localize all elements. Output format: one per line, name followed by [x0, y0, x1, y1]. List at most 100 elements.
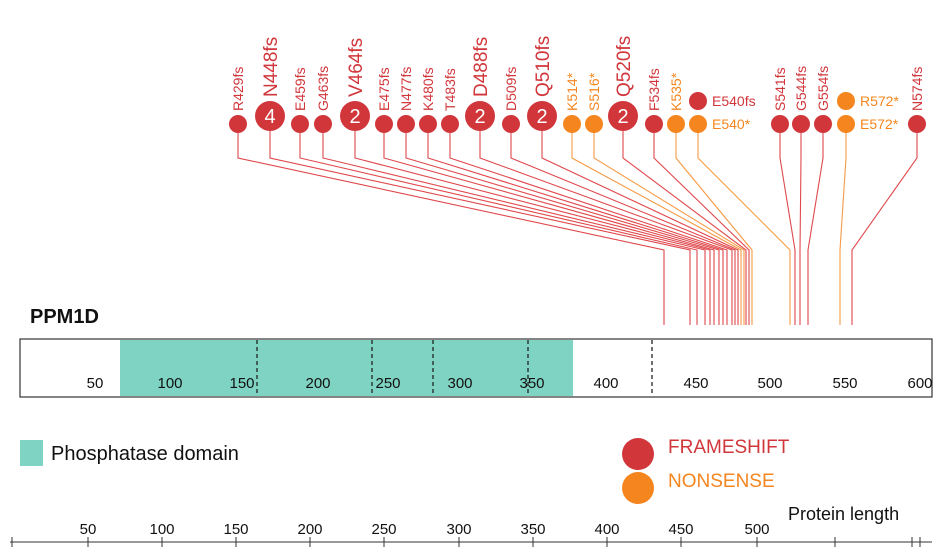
protein-bar-tick-label: 50 [87, 375, 104, 392]
mutation-count: 2 [617, 106, 628, 128]
mutation-connector [322, 133, 706, 325]
mutation-label: Q520fs [614, 36, 635, 97]
mutation-type-legend: FRAMESHIFT NONSENSE [622, 437, 790, 504]
mutation-marker[interactable] [441, 115, 459, 133]
mutation-marker[interactable] [255, 101, 285, 131]
mutation-connector [571, 133, 742, 325]
mutation-marker[interactable] [792, 115, 810, 133]
mutation-marker[interactable] [397, 115, 415, 133]
mutation-marker[interactable] [585, 115, 603, 133]
mutation-label: E540* [712, 116, 751, 132]
mutation-label: D488fs [471, 37, 492, 97]
mutation-label: T483fs [442, 68, 458, 111]
mutation-label: K535* [668, 72, 684, 111]
protein-bar-tick-label: 600 [907, 375, 932, 392]
mutation-connector [405, 133, 720, 325]
mutation-count: 2 [474, 106, 485, 128]
bottom-axis-tick-label: 500 [744, 521, 769, 538]
bottom-axis-tick-label: 100 [149, 521, 174, 538]
bottom-axis-tick-label: 50 [80, 521, 97, 538]
mutation-label: K480fs [420, 67, 436, 111]
mutation-label: V464fs [346, 38, 367, 97]
mutation-label: G544fs [793, 66, 809, 111]
domain-boundaries [256, 340, 653, 396]
protein-bar-tick-label: 500 [757, 375, 782, 392]
mutation-marker[interactable] [314, 115, 332, 133]
domain-legend-label: Phosphatase domain [51, 443, 239, 465]
mutation-marker[interactable] [837, 115, 855, 133]
bottom-axis-tick-label: 200 [297, 521, 322, 538]
mutation-connector [593, 133, 745, 325]
mutation-connector [675, 133, 753, 325]
mutation-label: F534fs [646, 68, 662, 111]
protein-bar-tick-label: 450 [683, 375, 708, 392]
mutation-marker[interactable] [908, 115, 926, 133]
protein-bar-tick-label: 200 [305, 375, 330, 392]
mutation-connector [479, 131, 733, 325]
mutation-marker[interactable] [689, 92, 707, 110]
phosphatase-domain [120, 340, 573, 396]
protein-bar-tick-label: 100 [157, 375, 182, 392]
mutation-label: R429fs [230, 67, 246, 111]
frameshift-legend-dot [622, 438, 654, 470]
protein-bar-tick-label: 150 [229, 375, 254, 392]
mutation-label: G463fs [315, 66, 331, 111]
mutation-marker[interactable] [229, 115, 247, 133]
bottom-axis-tick-label: 350 [520, 521, 545, 538]
mutation-marker[interactable] [502, 115, 520, 133]
mutation-marker[interactable] [419, 115, 437, 133]
mutation-label: G554fs [815, 66, 831, 111]
mutation-label: E475fs [376, 67, 392, 111]
mutation-label: Q510fs [533, 36, 554, 97]
mutation-marker[interactable] [645, 115, 663, 133]
protein-bar-tick-label: 300 [447, 375, 472, 392]
mutation-connector [427, 133, 724, 325]
mutation-marker[interactable] [689, 115, 707, 133]
mutation-marker[interactable] [563, 115, 581, 133]
mutation-connector [839, 133, 847, 325]
mutation-marker[interactable] [667, 115, 685, 133]
mutation-connector [779, 133, 796, 325]
mutation-label: S541fs [772, 67, 788, 111]
mutation-count: 2 [536, 106, 547, 128]
mutation-marker[interactable] [465, 101, 495, 131]
bottom-axis-tick-label: 250 [371, 521, 396, 538]
frameshift-legend-label: FRAMESHIFT [668, 437, 790, 458]
mutation-marker[interactable] [771, 115, 789, 133]
mutation-marker[interactable] [375, 115, 393, 133]
bottom-axis-tick-label: 300 [446, 521, 471, 538]
mutation-connector [697, 133, 791, 325]
mutation-marker[interactable] [837, 92, 855, 110]
mutation-count: 4 [264, 106, 275, 128]
mutation-label: D509fs [503, 67, 519, 111]
nonsense-legend-label: NONSENSE [668, 471, 775, 492]
protein-bar-tick-label: 550 [832, 375, 857, 392]
mutation-count: 2 [349, 106, 360, 128]
mutation-connector [354, 131, 711, 325]
mutation-marker[interactable] [340, 101, 370, 131]
protein-bar-tick-label: 250 [375, 375, 400, 392]
mutation-label: E540fs [712, 93, 756, 109]
mutation-marker[interactable] [814, 115, 832, 133]
domain-legend: Phosphatase domain [20, 440, 239, 466]
mutation-label: N448fs [261, 37, 282, 97]
mutation-connector [299, 133, 698, 325]
mutation-connector [510, 133, 736, 325]
phosphatase-domain-fill [120, 340, 573, 396]
protein-bar-tick-labels: 50 100 150 200 250 300 350 400 450 500 550 600 [87, 375, 933, 392]
mutation-connector [851, 133, 918, 325]
mutation-label: K514* [564, 72, 580, 111]
mutation-marker[interactable] [291, 115, 309, 133]
mutation-connector [807, 133, 824, 325]
mutation-marker[interactable] [527, 101, 557, 131]
mutation-lollipops: R429fs 4 N448fs E459fs G463fs 2 V464fs E475fs N4… [229, 36, 926, 133]
mutation-connector [541, 131, 739, 325]
mutation-marker[interactable] [608, 101, 638, 131]
mutation-label: E572* [860, 116, 899, 132]
mutation-label: E459fs [292, 67, 308, 111]
bottom-axis-tick-label: 150 [223, 521, 248, 538]
mutation-connector [653, 133, 750, 325]
bottom-axis-tick-label: 450 [668, 521, 693, 538]
protein-bar-tick-label: 350 [519, 375, 544, 392]
protein-bar: 50 100 150 200 250 300 350 400 450 500 550 600 [19, 338, 933, 398]
